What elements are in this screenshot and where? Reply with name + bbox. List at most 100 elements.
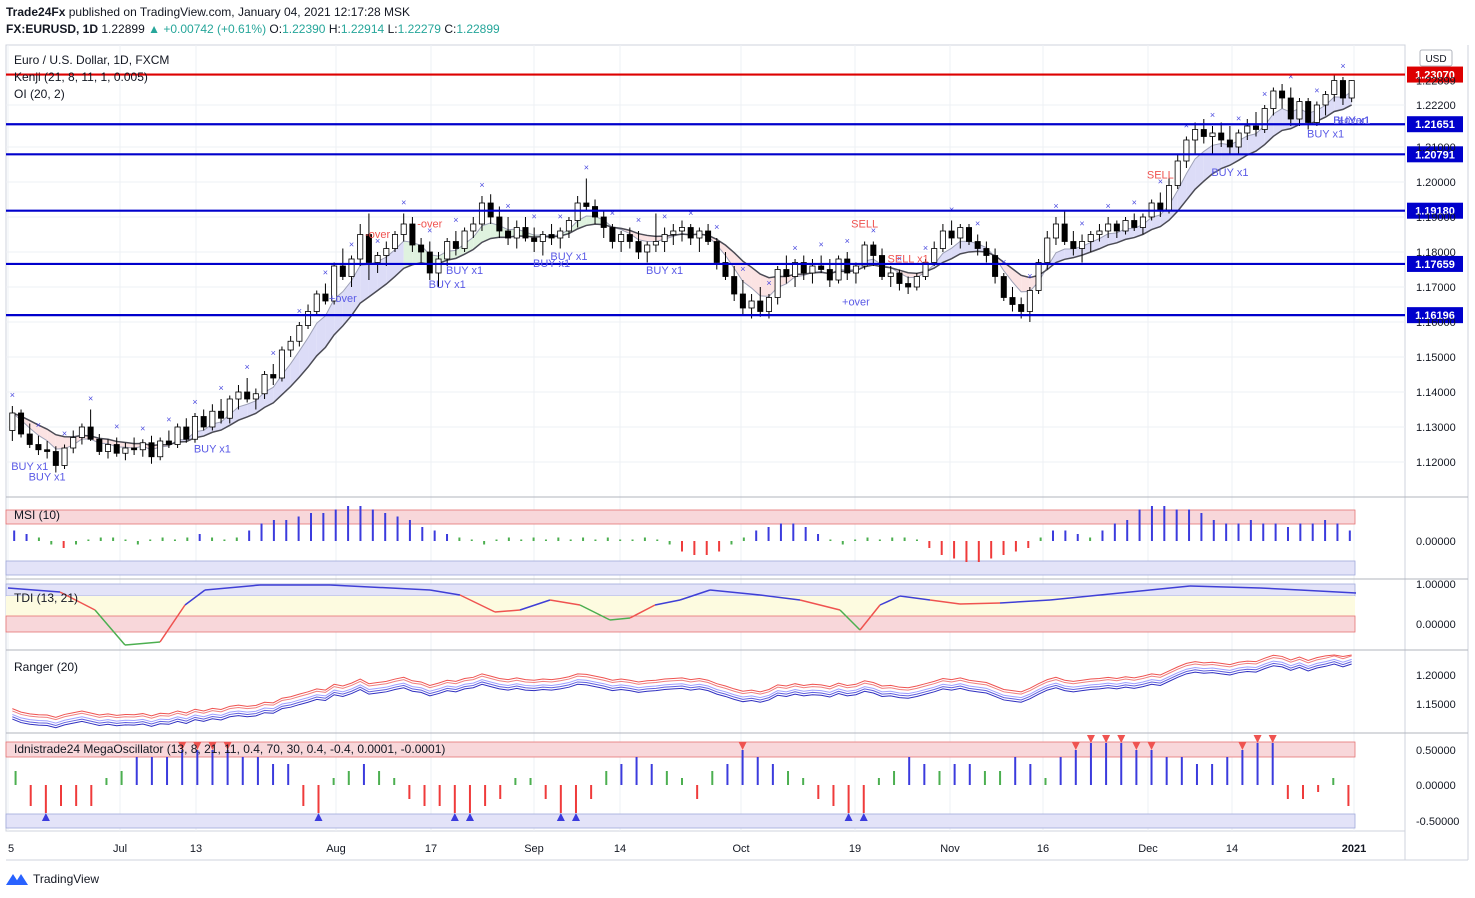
x-marker: ×: [114, 422, 119, 432]
candle-body: [1209, 132, 1216, 137]
x-marker: ×: [1210, 110, 1215, 120]
time-tick-label: Dec: [1138, 843, 1158, 855]
signal-label: BUY x1: [1333, 115, 1370, 127]
cloud-segment: [1221, 143, 1230, 169]
candle-body: [670, 230, 677, 235]
candle-body: [26, 433, 33, 445]
candle-body: [765, 297, 772, 312]
candle-body: [9, 412, 16, 431]
tdi-segment: [124, 641, 161, 646]
candle-body: [496, 216, 503, 232]
signal-label: BUY x1: [446, 265, 483, 277]
x-marker: ×: [1340, 61, 1345, 71]
cloud-segment: [1247, 133, 1256, 156]
candle-body: [296, 325, 303, 342]
cloud-segment: [1264, 113, 1274, 145]
cloud-segment: [55, 434, 65, 449]
publisher-name[interactable]: Trade24Fx: [6, 5, 66, 19]
candle-body: [148, 442, 155, 458]
cloud-segment: [316, 315, 326, 356]
candle-body: [661, 234, 668, 242]
candle-body: [983, 248, 990, 256]
x-marker: ×: [975, 219, 980, 229]
x-marker: ×: [1001, 257, 1006, 267]
candle-body: [809, 265, 816, 274]
mega-sell-triangle: [1238, 742, 1247, 750]
level-tag-label: 1.17659: [1415, 259, 1455, 271]
tdi-segment: [549, 599, 581, 606]
candle-body: [122, 447, 129, 454]
x-marker: ×: [792, 243, 797, 253]
mega-sell-triangle: [1117, 735, 1126, 743]
candle-body: [1322, 94, 1329, 106]
ranger-legend: Ranger (20): [14, 660, 78, 674]
candle-body: [313, 293, 320, 312]
x-marker: ×: [610, 208, 615, 218]
level-tag: [1407, 255, 1463, 272]
high-label: H:: [328, 22, 341, 36]
candle-body: [1000, 276, 1007, 298]
up-arrow-icon: ▲: [148, 22, 160, 36]
price-tick-label: 1.13000: [1416, 422, 1456, 434]
candle-body: [1270, 90, 1277, 109]
candle-body: [1348, 80, 1355, 99]
cloud-segment: [751, 267, 761, 296]
cloud-segment: [395, 241, 404, 277]
candle-body: [183, 426, 190, 440]
high-value: 1.22914: [340, 22, 385, 36]
x-marker: ×: [427, 226, 432, 236]
currency-label: USD: [1425, 54, 1446, 65]
tdi-segment: [429, 589, 461, 596]
candle-body: [1070, 241, 1077, 249]
candle-body: [887, 272, 894, 277]
signal-label: BUY x1: [646, 265, 683, 277]
tdi-segment: [494, 609, 521, 613]
cloud-segment: [1055, 249, 1065, 263]
cloud-segment: [586, 216, 596, 226]
x-marker: ×: [10, 390, 15, 400]
x-marker: ×: [1262, 89, 1267, 99]
candle-body: [1018, 304, 1025, 312]
cloud-segment: [368, 261, 378, 297]
footer-brand[interactable]: TradingView: [6, 872, 99, 886]
ranger-line: [12, 663, 1352, 729]
mega-lower-band: [5, 813, 1356, 829]
time-tick-label: 16: [1037, 843, 1049, 855]
candle-body: [792, 262, 799, 277]
ranger-line: [12, 655, 1352, 721]
candle-body: [722, 262, 729, 277]
candle-body: [835, 258, 842, 281]
tdi-segment: [899, 595, 931, 601]
mega-buy-triangle: [465, 813, 474, 821]
tdi-lower-band: [5, 615, 1356, 633]
signal-label: +over: [1338, 115, 1366, 127]
pane-tick-label: 0.00000: [1416, 780, 1456, 792]
level-tag: [1407, 202, 1463, 219]
candle-body: [1035, 262, 1042, 291]
price-tick-label: 1.20000: [1416, 177, 1456, 189]
time-tick-label: Aug: [326, 843, 346, 855]
x-marker: ×: [845, 236, 850, 246]
msi-legend: MSI (10): [14, 508, 60, 522]
currency-badge[interactable]: [1419, 49, 1453, 67]
level-tag: [1407, 116, 1463, 133]
x-marker: ×: [323, 268, 328, 278]
tdi-segment: [609, 617, 631, 621]
candle-body: [896, 272, 903, 284]
candle-body: [278, 349, 285, 379]
x-marker: ×: [714, 222, 719, 232]
symbol-label: FX:EURUSD, 1D: [6, 22, 99, 36]
candle-body: [348, 258, 355, 277]
mega-buy-triangle: [571, 813, 580, 821]
candle-body: [365, 234, 372, 263]
cloud-segment: [386, 249, 396, 285]
x-marker: ×: [636, 215, 641, 225]
mega-buy-triangle: [450, 813, 459, 821]
cloud-segment: [1073, 246, 1083, 258]
time-tick-label: 14: [614, 843, 626, 855]
candle-body: [1087, 234, 1094, 242]
open-value: 1.22390: [282, 22, 326, 36]
candle-body: [800, 262, 807, 274]
cloud-segment: [647, 235, 656, 242]
